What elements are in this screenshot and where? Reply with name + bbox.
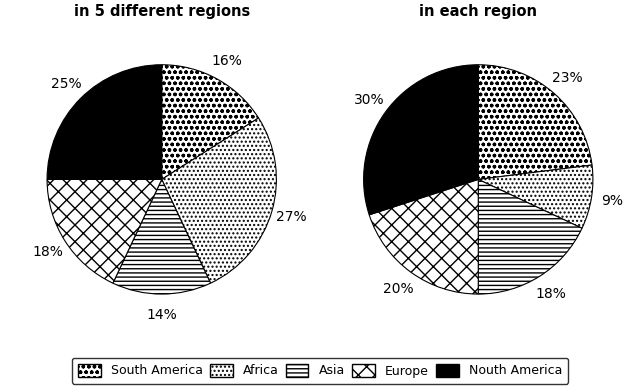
Text: 14%: 14% [147, 308, 177, 322]
Wedge shape [364, 65, 478, 215]
Text: 9%: 9% [601, 193, 623, 207]
Text: 20%: 20% [383, 282, 414, 296]
Title: The percentage of world fores
in 5 different regions: The percentage of world fores in 5 diffe… [36, 0, 287, 19]
Text: 18%: 18% [535, 287, 566, 301]
Text: 18%: 18% [32, 245, 63, 259]
Wedge shape [369, 179, 478, 294]
Wedge shape [478, 65, 592, 179]
Wedge shape [478, 179, 582, 294]
Text: 25%: 25% [51, 77, 81, 91]
Text: 27%: 27% [276, 210, 307, 224]
Wedge shape [478, 165, 593, 228]
Wedge shape [47, 179, 162, 283]
Text: 16%: 16% [211, 54, 243, 68]
Title: The percentage of timber
in each region: The percentage of timber in each region [372, 0, 584, 19]
Wedge shape [113, 179, 211, 294]
Text: 23%: 23% [552, 71, 583, 85]
Wedge shape [162, 118, 276, 283]
Wedge shape [162, 65, 259, 179]
Text: 30%: 30% [353, 93, 384, 107]
Wedge shape [47, 65, 162, 179]
Legend: South America, Africa, Asia, Europe, Nouth America: South America, Africa, Asia, Europe, Nou… [72, 358, 568, 384]
